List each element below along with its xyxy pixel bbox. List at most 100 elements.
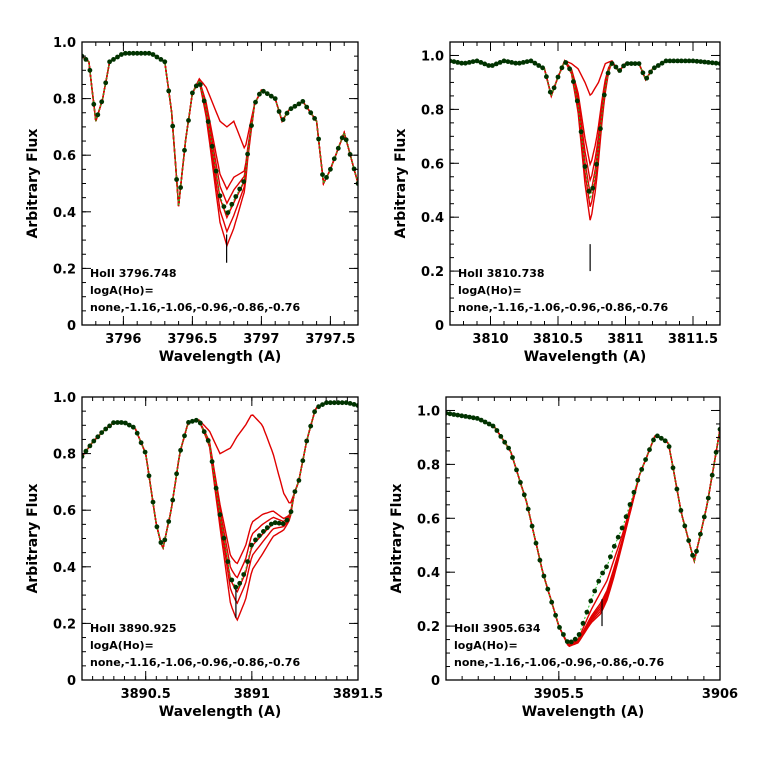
observed-point <box>320 172 325 178</box>
observed-point <box>217 512 223 518</box>
observed-point <box>604 564 609 570</box>
plot-frame <box>445 396 721 681</box>
observed-point <box>701 514 707 520</box>
observed-point <box>166 88 172 94</box>
x-tick-label: 3796.5 <box>167 332 217 347</box>
observed-point <box>190 418 195 424</box>
observed-point <box>264 525 270 531</box>
observed-point <box>640 70 646 76</box>
observed-point <box>619 525 625 531</box>
observed-point <box>276 109 282 114</box>
model-curve-6 <box>82 52 358 248</box>
observed-point <box>201 429 207 435</box>
observed-point <box>474 58 480 64</box>
observed-point <box>257 91 262 97</box>
observed-point <box>482 61 488 67</box>
observed-point <box>150 52 156 57</box>
observed-point <box>209 459 215 464</box>
observed-point <box>493 61 499 67</box>
observed-point <box>174 471 180 477</box>
observed-point <box>154 54 160 60</box>
y-tick-label: 0.6 <box>53 149 76 164</box>
observed-point <box>288 106 294 112</box>
observed-points <box>450 58 720 194</box>
observed-point <box>564 639 570 644</box>
observed-point <box>547 89 553 95</box>
observed-point <box>578 129 584 135</box>
observed-point <box>644 75 650 81</box>
observed-point <box>651 437 656 443</box>
observed-point <box>478 60 484 65</box>
annotation-line-2: logA(Ho)= <box>90 639 154 652</box>
observed-point <box>162 59 168 65</box>
observed-point <box>529 523 535 529</box>
y-axis-label: Arbitrary Flux <box>25 129 41 239</box>
observed-point <box>304 438 310 444</box>
observed-point <box>663 58 669 64</box>
observed-point <box>627 502 633 507</box>
y-tick-label: 1.0 <box>53 36 76 51</box>
observed-point <box>162 537 168 543</box>
observed-point <box>87 443 93 449</box>
observed-point <box>83 57 89 62</box>
y-tick-label: 0.2 <box>53 617 76 632</box>
y-tick-label: 0.2 <box>53 262 76 277</box>
observed-point <box>99 99 105 105</box>
observed-point <box>521 492 527 498</box>
x-tick-label: 3796 <box>105 332 141 347</box>
y-tick-label: 0.8 <box>421 103 444 118</box>
observed-point <box>545 586 551 592</box>
observed-point <box>580 620 586 626</box>
observed-point <box>611 543 617 549</box>
observed-point <box>272 96 278 101</box>
observed-point <box>245 151 251 157</box>
observed-point <box>241 179 247 185</box>
observed-point <box>598 126 603 132</box>
annotation-line-3: none,-1.16,-1.06,-0.96,-0.86,-0.76 <box>90 301 300 314</box>
observed-point <box>514 467 519 473</box>
observed-point <box>170 123 176 129</box>
observed-point <box>339 400 345 406</box>
model-curve-3 <box>82 402 358 579</box>
observed-point <box>261 529 266 534</box>
observed-point <box>471 415 476 421</box>
x-tick-label: 3905.5 <box>534 687 584 702</box>
observed-point <box>506 445 511 451</box>
observed-point <box>525 506 531 512</box>
y-tick-label: 0 <box>67 319 76 334</box>
observed-point <box>111 420 116 426</box>
observed-point <box>502 439 508 445</box>
observed-point <box>615 534 621 540</box>
observed-point <box>586 188 592 194</box>
observed-point <box>678 508 684 513</box>
observed-point <box>276 520 282 526</box>
plot-area <box>82 400 358 622</box>
observed-point <box>631 489 637 495</box>
observed-point <box>339 135 345 141</box>
x-tick-label: 3906 <box>702 687 738 702</box>
observed-point <box>225 559 231 564</box>
plot-area <box>446 410 720 648</box>
observed-point <box>126 50 132 56</box>
observed-point <box>682 523 688 529</box>
observed-point <box>459 413 465 419</box>
y-tick-label: 0.2 <box>417 620 440 635</box>
observed-point <box>280 117 286 122</box>
observed-point <box>517 60 522 66</box>
observed-points <box>446 410 720 645</box>
plot-frame <box>81 396 359 681</box>
model-curve-3 <box>446 412 720 647</box>
observed-point <box>83 448 89 454</box>
observed-point <box>158 540 164 545</box>
observed-point <box>351 402 357 407</box>
x-tick-label: 3891.5 <box>333 687 383 702</box>
observed-point <box>107 423 112 429</box>
observed-point <box>190 90 195 96</box>
observed-point <box>498 434 504 439</box>
observed-point <box>253 99 258 105</box>
observed-point <box>639 467 645 472</box>
observed-point <box>671 58 677 64</box>
observed-point <box>130 424 136 430</box>
observed-point <box>628 61 634 66</box>
